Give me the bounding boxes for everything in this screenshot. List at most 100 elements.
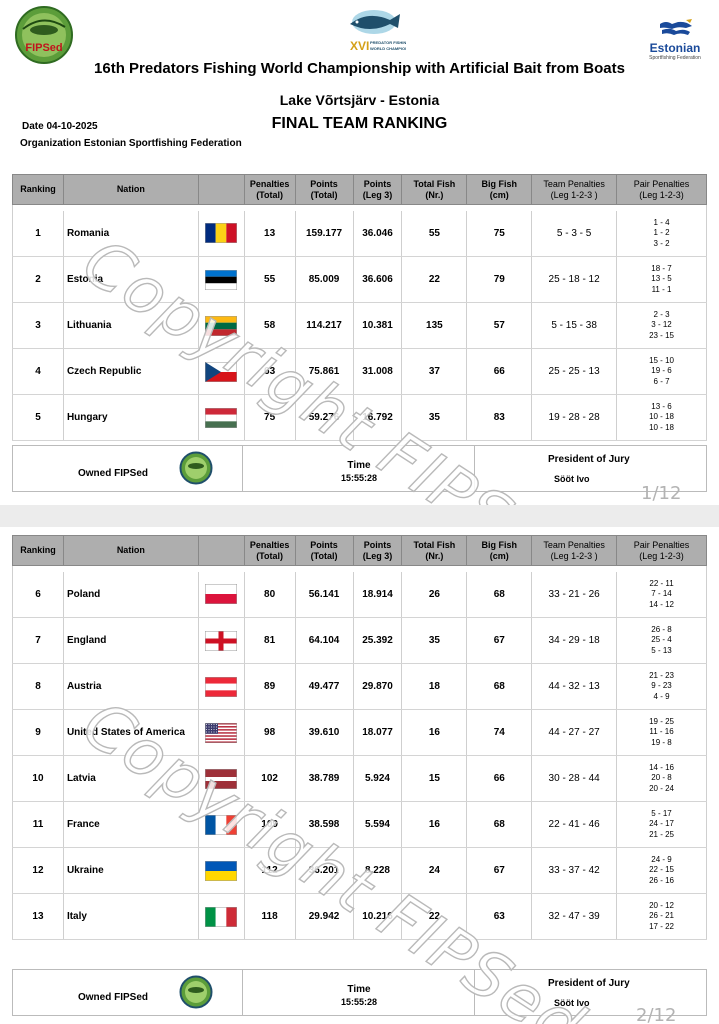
team-penalties-cell: 19 - 28 - 28 (531, 394, 618, 441)
pair-penalties-cell: 2 - 3 3 - 12 23 - 15 (616, 302, 707, 349)
poland-flag-icon (205, 584, 238, 605)
lion-crest-icon (660, 19, 692, 35)
svg-text:FIPSed: FIPSed (25, 42, 62, 54)
rank-cell: 11 (12, 801, 64, 848)
footer-box: Owned FIPSed Time 15:55:28 President of … (12, 969, 707, 1016)
penalties-cell: 112 (243, 847, 296, 894)
total-fish-cell: 55 (401, 210, 468, 257)
hungary-flag-icon (205, 407, 238, 428)
pair-penalty-2: 26 - 21 (649, 911, 674, 921)
rank-cell: 12 (12, 847, 64, 894)
pair-penalty-2: 1 - 2 (653, 228, 670, 237)
flag-cell (197, 755, 245, 802)
pair-penalty-2: 9 - 23 (651, 681, 672, 691)
time-label: Time (347, 460, 371, 471)
team-penalties-cell: 33 - 37 - 42 (531, 847, 618, 894)
pair-penalty-3: 10 - 18 (649, 422, 674, 432)
big-fish-cell: 68 (466, 663, 533, 710)
rank-cell: 8 (12, 663, 64, 710)
team-penalties-cell: 33 - 21 - 26 (531, 571, 618, 618)
penalties-cell: 109 (243, 801, 296, 848)
team-penalties-cell: 30 - 28 - 44 (531, 755, 618, 802)
pair-penalty-2: 20 - 8 (651, 773, 672, 783)
table-row: 13 Italy 118 29.942 10.216 22 63 32 - 47… (12, 893, 707, 940)
estonia-flag-icon (205, 269, 238, 290)
flag-cell (197, 394, 245, 441)
pair-penalty-1: 18 - 7 (651, 263, 672, 273)
big-fish-cell: 79 (466, 256, 533, 303)
col-points-leg3: Points (Leg 3) (352, 535, 403, 566)
pair-penalty-1: 15 - 10 (649, 355, 674, 365)
col-penalties: Penalties (Total) (243, 174, 296, 205)
nation-cell: Hungary (62, 394, 199, 441)
total-fish-cell: 26 (401, 571, 468, 618)
points-total-cell: 49.477 (294, 663, 354, 710)
jury-label: President of Jury (548, 978, 630, 989)
time-value: 15:55:28 (340, 997, 378, 1007)
rank-cell: 9 (12, 709, 64, 756)
pair-penalty-3: 3 - 2 (653, 238, 670, 248)
page-number: 1/12 (641, 483, 682, 504)
nation-cell: Czech Republic (62, 348, 199, 395)
jury-label: President of Jury (548, 454, 630, 465)
table-row: 9 United States of America 98 39.610 18.… (12, 709, 707, 756)
col-team-penalties: Team Penalties (Leg 1-2-3 ) (531, 174, 618, 205)
pair-penalties-cell: 21 - 23 9 - 23 4 - 9 (616, 663, 707, 710)
pair-penalties-cell: 20 - 12 26 - 21 17 - 22 (616, 893, 707, 940)
col-points-leg3: Points (Leg 3) (352, 174, 403, 205)
col-total-fish: Total Fish (Nr.) (401, 535, 468, 566)
rank-cell: 2 (12, 256, 64, 303)
pair-penalty-3: 20 - 24 (649, 783, 674, 793)
penalties-cell: 75 (243, 394, 296, 441)
owned-label: Owned FIPSed (78, 992, 149, 1003)
points-total-cell: 159.177 (294, 210, 354, 257)
venue: Lake Võrtsjärv - Estonia (279, 92, 440, 108)
flag-cell (197, 847, 245, 894)
jury-name: Sööt Ivo (554, 474, 590, 484)
col-total-fish: Total Fish (Nr.) (401, 174, 468, 205)
pair-penalty-2: 25 - 4 (651, 635, 672, 645)
ranking-rows-page-2: 6 Poland 80 56.141 18.914 26 68 33 - 21 … (12, 565, 707, 940)
nation-cell: Poland (62, 571, 199, 618)
big-fish-cell: 66 (466, 755, 533, 802)
flag-cell (197, 210, 245, 257)
owned-cell: Owned FIPSed (13, 970, 243, 1015)
svg-text:PREDATOR FISHING: PREDATOR FISHING (370, 40, 406, 45)
col-pair-penalties: Pair Penalties (Leg 1-2-3) (616, 535, 707, 566)
pair-penalty-3: 17 - 22 (649, 921, 674, 931)
pair-penalty-3: 6 - 7 (653, 376, 670, 386)
points-total-cell: 39.610 (294, 709, 354, 756)
france-flag-icon (205, 814, 238, 835)
pair-penalties-cell: 19 - 25 11 - 16 19 - 8 (616, 709, 707, 756)
table-row: 4 Czech Republic 63 75.861 31.008 37 66 … (12, 348, 707, 395)
date: Date 04-10-2025 (22, 121, 98, 132)
col-penalties: Penalties (Total) (243, 535, 296, 566)
col-team-penalties: Team Penalties (Leg 1-2-3 ) (531, 535, 618, 566)
page-separator (0, 505, 719, 527)
fipsed-small-logo (179, 451, 213, 485)
penalties-cell: 80 (243, 571, 296, 618)
points-leg3-cell: 10.216 (352, 893, 403, 940)
england-flag-icon (205, 630, 238, 651)
table-row: 1 Romania 13 159.177 36.046 55 75 5 - 3 … (12, 210, 707, 257)
team-penalties-cell: 32 - 47 - 39 (531, 893, 618, 940)
table-row: 5 Hungary 75 59.276 16.792 35 83 19 - 28… (12, 394, 707, 441)
col-big-fish: Big Fish (cm) (466, 174, 533, 205)
pair-penalty-3: 26 - 16 (649, 875, 674, 885)
table-row: 2 Estonia 55 85.009 36.606 22 79 25 - 18… (12, 256, 707, 303)
page-number: 2/12 (636, 1005, 677, 1024)
points-leg3-cell: 16.792 (352, 394, 403, 441)
pair-penalty-3: 23 - 15 (649, 330, 674, 340)
pair-penalty-2: 24 - 17 (649, 819, 674, 829)
penalties-cell: 118 (243, 893, 296, 940)
usa-flag-icon (205, 722, 238, 743)
penalties-cell: 55 (243, 256, 296, 303)
fipsed-small-logo (179, 975, 213, 1009)
col-nation: Nation (62, 535, 199, 566)
big-fish-cell: 63 (466, 893, 533, 940)
total-fish-cell: 22 (401, 256, 468, 303)
pair-penalty-1: 14 - 16 (649, 762, 674, 772)
pair-penalty-2: 3 - 12 (651, 320, 672, 330)
pair-penalties-cell: 18 - 7 13 - 5 11 - 1 (616, 256, 707, 303)
flag-cell (197, 663, 245, 710)
